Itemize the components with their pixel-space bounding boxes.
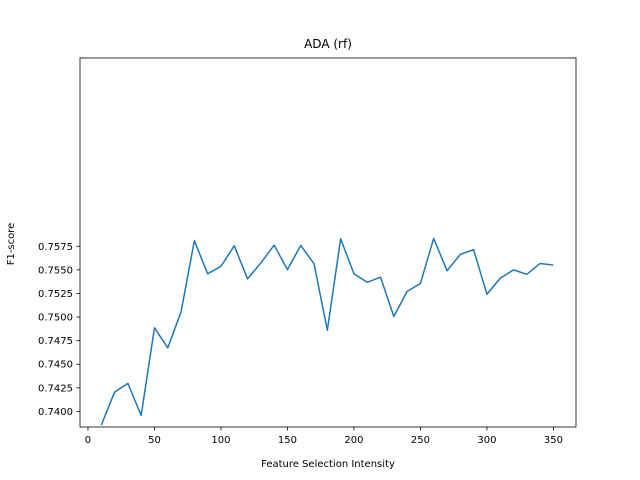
y-axis-label: F1-score [6,223,17,266]
y-tick-label: 0.7525 [38,289,73,300]
x-tick-label: 0 [85,435,91,446]
plot-area: 0 50 100 150 200 250 300 350 0.7400 0.7425 0.7450 0… [38,57,577,446]
y-tick-label: 0.7450 [38,360,73,371]
chart-title: ADA (rf) [304,37,352,51]
x-tick-label: 350 [544,435,563,446]
x-tick-label: 200 [344,435,363,446]
y-tick-label: 0.7475 [38,336,73,347]
y-tick-label: 0.7400 [38,407,73,418]
axes-frame [79,57,577,428]
y-tick-label: 0.7425 [38,383,73,394]
x-tick-label: 300 [477,435,496,446]
series-line-0 [100,237,554,426]
x-tick-label: 100 [211,435,230,446]
y-tick-label: 0.7550 [38,265,73,276]
x-axis-label: Feature Selection Intensity [261,459,395,470]
y-tick-label: 0.7575 [38,242,73,253]
x-tick-label: 150 [278,435,297,446]
x-tick-label: 50 [148,435,161,446]
y-tick-label: 0.7500 [38,313,73,324]
x-tick-label: 250 [411,435,430,446]
